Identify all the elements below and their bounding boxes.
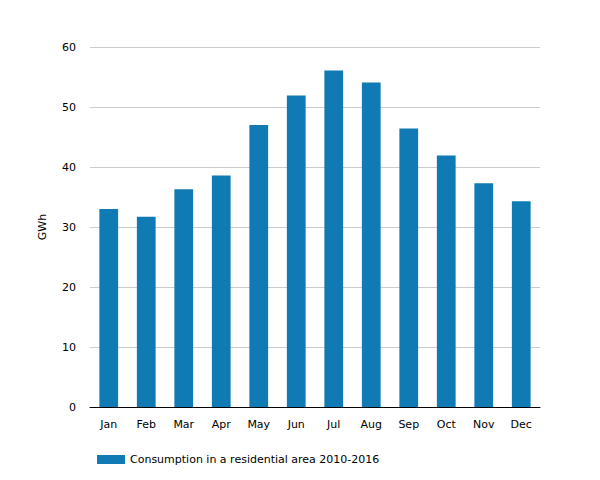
svg-text:60: 60 [62,41,76,54]
svg-text:Consumption in a residential a: Consumption in a residential area 2010-2… [130,453,379,466]
svg-text:Aug: Aug [361,418,382,431]
svg-text:40: 40 [62,161,76,174]
svg-text:Jul: Jul [326,418,340,431]
svg-text:Apr: Apr [212,418,232,431]
svg-text:10: 10 [62,341,76,354]
svg-text:Sep: Sep [398,418,419,431]
svg-text:50: 50 [62,101,76,114]
svg-text:30: 30 [62,221,76,234]
svg-text:May: May [247,418,270,431]
svg-text:Mar: Mar [173,418,194,431]
svg-text:Nov: Nov [473,418,495,431]
svg-text:Oct: Oct [437,418,457,431]
svg-text:0: 0 [69,401,76,414]
svg-text:Jan: Jan [99,418,117,431]
svg-text:20: 20 [62,281,76,294]
svg-text:Jun: Jun [287,418,305,431]
svg-text:Feb: Feb [137,418,156,431]
svg-text:GWh: GWh [36,214,49,240]
svg-text:Dec: Dec [511,418,532,431]
